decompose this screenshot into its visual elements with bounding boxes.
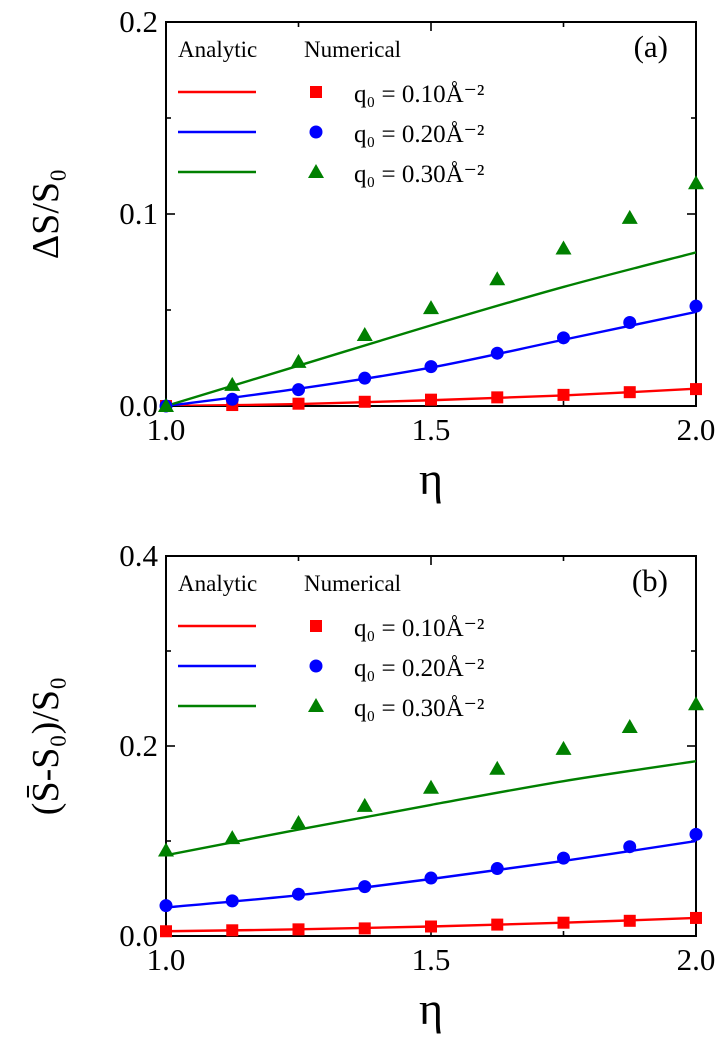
y-tick-label: 0.4 (119, 538, 158, 573)
legend-header-numerical: Numerical (304, 37, 401, 62)
numerical-point-series-1 (358, 922, 371, 935)
numerical-point-series-2 (557, 851, 570, 865)
x-axis-label: η (419, 983, 443, 1034)
numerical-point-series-1 (292, 923, 305, 936)
numerical-point-series-3 (356, 326, 373, 341)
numerical-point-series-1 (425, 393, 437, 406)
numerical-point-series-3 (688, 696, 704, 711)
numerical-point-series-1 (623, 386, 636, 399)
numerical-point-series-1 (358, 395, 371, 408)
numerical-point-series-3 (489, 760, 506, 775)
numerical-point-series-1 (623, 914, 636, 927)
numerical-point-series-2 (689, 827, 703, 841)
y-axis-label: (S̄-S₀)/S₀ (25, 677, 67, 815)
numerical-point-series-1 (160, 925, 172, 938)
numerical-point-series-3 (555, 240, 572, 255)
numerical-point-series-1 (557, 916, 570, 929)
legend-label-series-3: q₀ = 0.30Å⁻² (354, 161, 484, 188)
numerical-point-series-3 (555, 740, 572, 755)
legend-label-series-1: q₀ = 0.10Å⁻² (354, 81, 484, 108)
panel-a: 0.0 0.1 0.2 1.0 1.5 2.0 η ΔS/S₀ (a) Analytic Numer… (25, 4, 715, 504)
numerical-point-series-3 (423, 300, 439, 315)
legend-marker-series-1 (310, 86, 322, 98)
numerical-point-series-2 (623, 840, 637, 854)
x-axis-label: η (419, 453, 443, 504)
legend-marker-series-2 (309, 125, 323, 139)
legend: Analytic Numerical q₀ = 0.10Å⁻² q₀ = 0.20Å⁻… (178, 37, 484, 188)
numerical-point-series-3 (621, 209, 638, 224)
numerical-point-series-2 (557, 331, 570, 345)
numerical-point-series-2 (292, 887, 305, 901)
numerical-point-series-3 (688, 175, 704, 190)
legend-header-analytic: Analytic (178, 571, 257, 596)
numerical-point-series-3 (224, 830, 241, 845)
numerical-point-series-3 (423, 779, 439, 794)
numerical-point-series-2 (424, 871, 438, 885)
x-tick-label: 2.0 (677, 942, 716, 977)
numerical-point-series-2 (292, 383, 305, 397)
numerical-point-series-1 (226, 924, 239, 937)
legend-label-series-3: q₀ = 0.30Å⁻² (354, 695, 484, 722)
x-tick-label: 1.0 (147, 412, 186, 447)
y-axis-label: ΔS/S₀ (25, 169, 67, 260)
x-tick-label: 1.0 (147, 942, 186, 977)
legend-marker-series-1 (310, 620, 322, 632)
numerical-point-series-2 (225, 894, 239, 908)
analytic-line-series-3 (166, 251, 696, 406)
y-tick-label: 0.0 (119, 388, 158, 423)
numerical-point-series-1 (292, 397, 305, 410)
panel-label: (a) (634, 29, 668, 64)
numerical-point-series-2 (358, 371, 372, 385)
plot-frame (165, 21, 697, 407)
x-tick-label: 1.5 (412, 942, 451, 977)
numerical-point-series-3 (489, 271, 506, 286)
y-tick-label: 0.0 (119, 918, 158, 953)
numerical-point-series-3 (621, 719, 638, 733)
numerical-point-series-1 (491, 918, 504, 931)
numerical-point-series-2 (623, 315, 637, 329)
y-tick-label: 0.2 (119, 4, 158, 39)
x-tick-label: 2.0 (677, 412, 716, 447)
numerical-point-series-3 (290, 353, 307, 368)
numerical-point-series-1 (425, 920, 437, 933)
numerical-point-series-1 (690, 383, 702, 396)
legend-header-numerical: Numerical (304, 571, 401, 596)
y-tick-label: 0.2 (119, 728, 158, 763)
numerical-point-series-1 (690, 911, 702, 924)
numerical-point-series-3 (290, 814, 307, 829)
numerical-point-series-2 (358, 880, 372, 894)
numerical-point-series-3 (356, 797, 373, 812)
legend: Analytic Numerical q₀ = 0.10Å⁻² q₀ = 0.20Å⁻… (178, 571, 484, 722)
legend-header-analytic: Analytic (178, 37, 257, 62)
legend-label-series-1: q₀ = 0.10Å⁻² (354, 615, 484, 642)
numerical-point-series-3 (158, 842, 174, 857)
numerical-point-series-1 (491, 391, 504, 404)
numerical-point-series-2 (689, 299, 703, 313)
legend-marker-series-3 (308, 164, 324, 178)
x-tick-label: 1.5 (412, 412, 451, 447)
analytic-line-series-3 (166, 760, 696, 857)
panel-b: 0.0 0.2 0.4 1.0 1.5 2.0 η (S̄-S₀)/S₀ (b) Analytic… (25, 538, 715, 1034)
numerical-point-series-2 (424, 360, 438, 374)
legend-label-series-2: q₀ = 0.20Å⁻² (354, 655, 484, 682)
numerical-point-series-1 (557, 388, 570, 401)
legend-marker-series-2 (309, 659, 323, 673)
numerical-point-series-2 (225, 392, 239, 406)
numerical-point-series-2 (490, 862, 504, 876)
y-tick-label: 0.1 (119, 196, 158, 231)
numerical-point-series-2 (490, 346, 504, 360)
data-layer (166, 251, 696, 406)
numerical-point-series-3 (158, 398, 174, 412)
panel-label: (b) (632, 563, 668, 598)
numerical-point-series-2 (159, 899, 173, 913)
legend-label-series-2: q₀ = 0.20Å⁻² (354, 121, 484, 148)
legend-marker-series-3 (308, 698, 324, 712)
numerical-point-series-3 (224, 376, 241, 391)
